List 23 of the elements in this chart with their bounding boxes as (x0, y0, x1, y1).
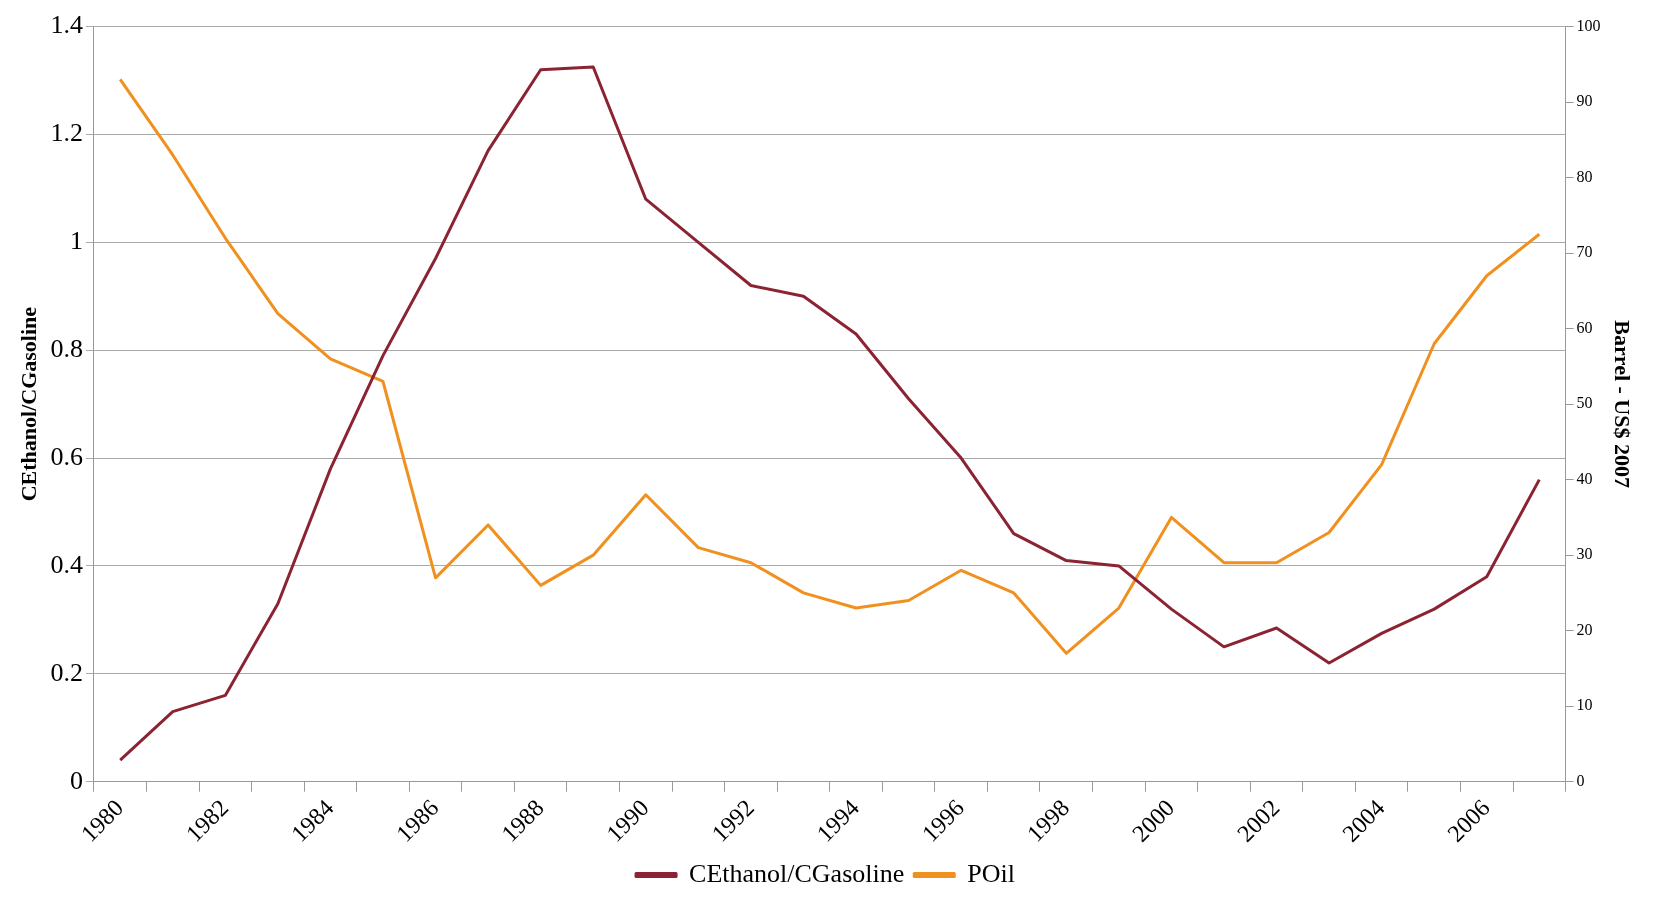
legend-label: CEthanol/CGasoline (689, 858, 905, 888)
y2-tick-label: 30 (1576, 545, 1593, 563)
y-tick-label: 0.4 (50, 549, 83, 579)
y-tick-label: 0.8 (50, 334, 83, 364)
y2-tick-label: 70 (1576, 243, 1593, 261)
y2-tick-label: 100 (1576, 16, 1601, 34)
y-tick-label: 1 (69, 226, 83, 256)
y2-tick-label: 80 (1576, 167, 1593, 185)
y2-tick-label: 0 (1576, 771, 1585, 789)
y-tick-label: 0 (69, 765, 83, 795)
y2-tick-label: 60 (1576, 318, 1593, 336)
y-tick-label: 0.6 (50, 441, 83, 471)
y2-tick-label: 20 (1576, 620, 1593, 638)
y2-tick-label: 10 (1576, 696, 1593, 714)
legend-label: POil (967, 858, 1015, 888)
y-tick-label: 0.2 (50, 657, 83, 687)
y-axis-title: CEthanol/CGasoline (15, 306, 41, 502)
y2-tick-label: 50 (1576, 394, 1593, 412)
y-tick-label: 1.4 (50, 10, 83, 40)
y-tick-label: 1.2 (50, 118, 83, 148)
y2-tick-label: 40 (1576, 469, 1593, 487)
y2-tick-label: 90 (1576, 92, 1593, 110)
y2-axis-title: Barrel - US$ 2007 (1610, 320, 1636, 488)
